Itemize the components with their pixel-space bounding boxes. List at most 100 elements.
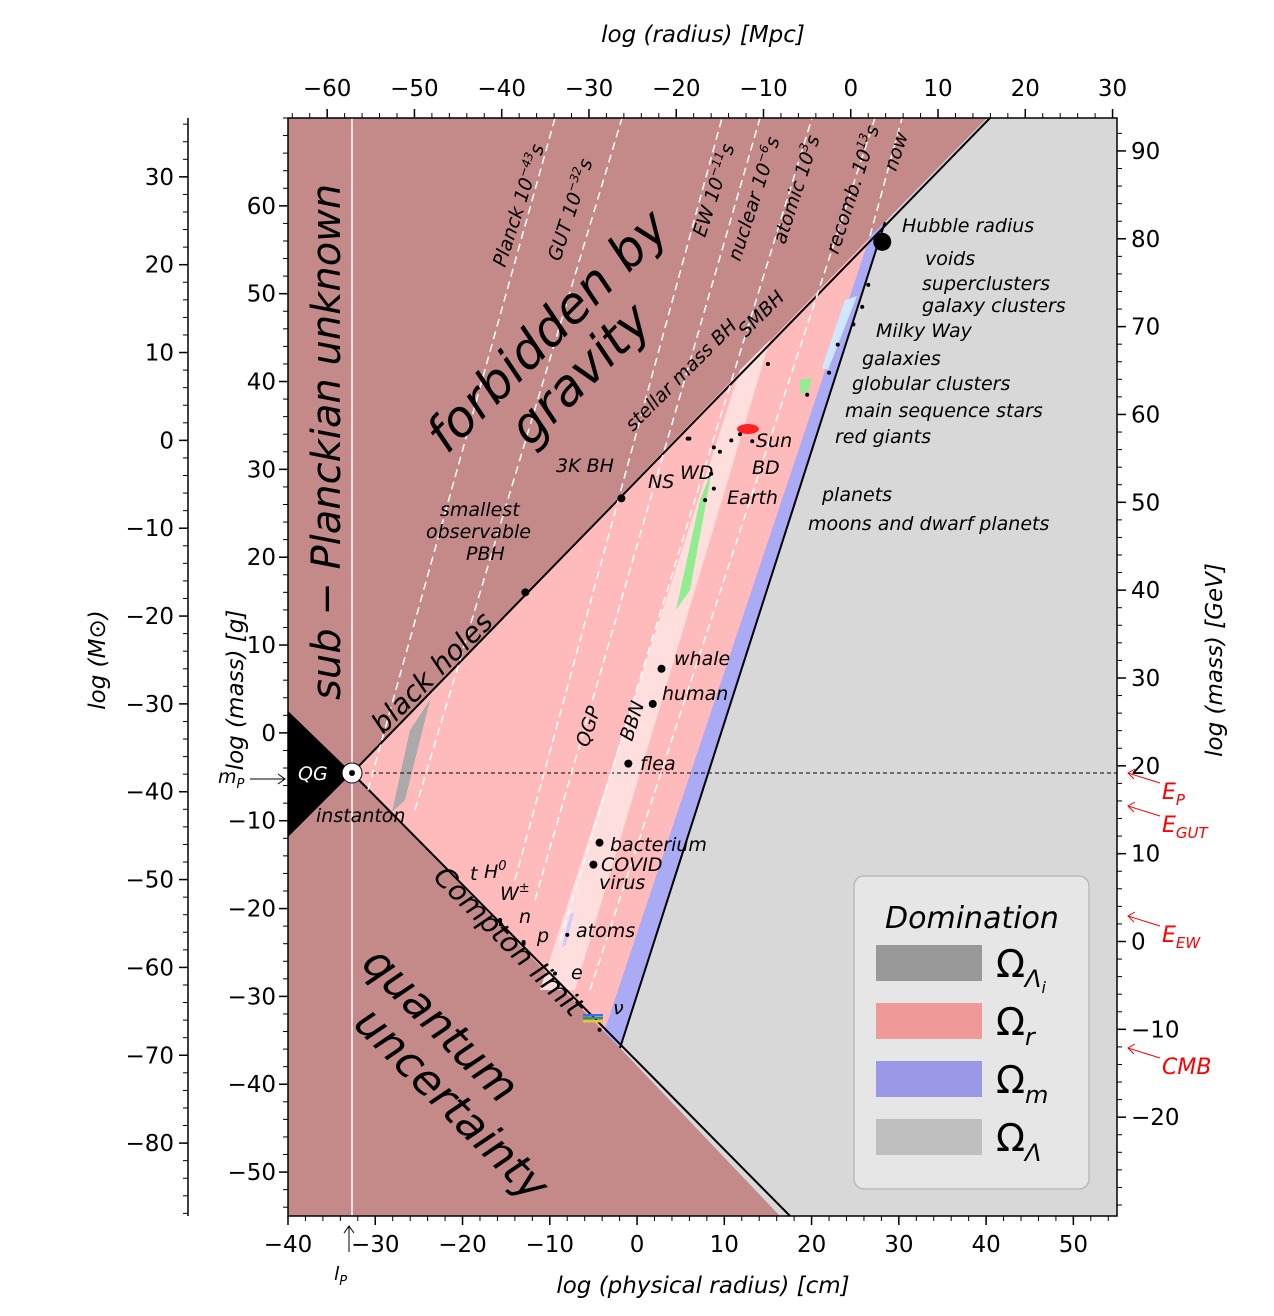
right-tick-label: −20: [1131, 1105, 1180, 1131]
object-label: WD: [680, 462, 713, 484]
object-marker: [805, 392, 810, 397]
object-label: observable: [426, 521, 531, 543]
left-inner-axis: −50 −40 −30 −20 −10 0 10 20 30 40 50 60: [227, 117, 288, 1208]
left-inner-tick-label: −40: [227, 1072, 276, 1098]
legend-swatch: [876, 1061, 982, 1097]
energy-label: EGUT: [1162, 813, 1210, 842]
object-marker: [597, 1027, 602, 1032]
object-marker: [565, 932, 570, 937]
legend-swatch: [876, 1119, 982, 1155]
legend-swatch: [876, 945, 982, 981]
object-label: PBH: [466, 543, 505, 565]
bottom-tick-label: −10: [526, 1232, 575, 1258]
object-label: whale: [674, 648, 730, 670]
left-outer-tick-label: −80: [125, 1131, 174, 1157]
inflation-region: [392, 700, 430, 812]
right-tick-label: 60: [1131, 402, 1160, 428]
epoch-line: [414, 118, 623, 811]
top-tick-label: 20: [1011, 76, 1040, 102]
object-label: W±: [500, 881, 530, 905]
bottom-tick-label: 20: [797, 1232, 826, 1258]
object-label: main sequence stars: [845, 400, 1043, 422]
top-tick-label: −40: [477, 76, 526, 102]
object-marker: [703, 498, 708, 503]
right-tick-label: 20: [1131, 754, 1160, 780]
object-label: planets: [821, 484, 892, 506]
bottom-tick-label: 40: [971, 1232, 1000, 1258]
left-inner-tick-label: −30: [227, 984, 276, 1010]
top-tick-label: −60: [303, 76, 352, 102]
object-marker: [866, 282, 871, 287]
right-tick-label: 90: [1131, 139, 1160, 165]
object-marker: [835, 342, 840, 347]
left-outer-tick-label: 10: [145, 341, 174, 367]
object-label: ν: [613, 997, 624, 1019]
right-tick-label: 10: [1131, 842, 1160, 868]
right-tick-label: 0: [1131, 930, 1146, 956]
object-marker: [765, 361, 770, 366]
object-marker: [717, 449, 722, 454]
left-outer-tick-label: 0: [159, 428, 174, 454]
object-marker: [827, 370, 832, 375]
atoms-band: [562, 912, 574, 947]
right-axis-label: log (mass) [GeV]: [1202, 563, 1228, 757]
object-label: globular clusters: [852, 373, 1010, 395]
bottom-tick-label: 0: [630, 1232, 645, 1258]
right-tick-label: 50: [1131, 490, 1160, 516]
top-tick-label: 30: [1098, 76, 1127, 102]
energy-label: EEW: [1162, 923, 1201, 952]
object-marker: [589, 860, 598, 869]
object-label: Earth: [727, 487, 778, 509]
right-tick-label: 80: [1131, 227, 1160, 253]
object-label: galaxies: [862, 348, 941, 370]
object-marker: [624, 759, 633, 768]
bottom-tick-label: 50: [1059, 1232, 1088, 1258]
bottom-tick-label: −20: [438, 1232, 487, 1258]
object-marker: [521, 941, 526, 946]
epoch-line: [589, 118, 876, 991]
object-label: Sun: [756, 430, 792, 452]
object-marker: [657, 664, 666, 673]
object-label: bacterium: [610, 834, 707, 856]
legend-title: Domination: [885, 901, 1059, 936]
object-label: e: [571, 962, 583, 984]
instanton-label: instanton: [316, 805, 405, 827]
left-inner-tick-label: 50: [247, 282, 276, 308]
top-tick-label: 10: [923, 76, 952, 102]
left-outer-tick-label: −10: [125, 516, 174, 542]
object-marker: [617, 494, 626, 503]
object-label: red giants: [835, 426, 931, 448]
energy-arrow: [1127, 915, 1161, 927]
planck-length-marker: lP: [334, 1225, 355, 1289]
left-outer-tick-label: −70: [125, 1043, 174, 1069]
energy-arrow: [1127, 805, 1161, 817]
object-label: moons and dwarf planets: [808, 513, 1049, 535]
object-label: COVID: [601, 854, 662, 876]
object-label: n: [519, 906, 531, 928]
left-outer-tick-label: −50: [125, 868, 174, 894]
energy-label: CMB: [1162, 1055, 1211, 1080]
object-label: Milky Way: [876, 320, 973, 342]
left-outer-tick-label: −20: [125, 604, 174, 630]
object-marker: [521, 588, 530, 597]
object-label: galaxy clusters: [922, 295, 1066, 317]
left-outer-axis-label: log (M⊙): [85, 610, 111, 709]
top-tick-label: −30: [565, 76, 614, 102]
left-inner-tick-label: 30: [247, 457, 276, 483]
object-marker: [729, 438, 734, 443]
object-label: 3K BH: [556, 455, 614, 477]
top-axis: −60 −50 −40 −30 −20 −10 0 10 20 30: [291, 76, 1127, 118]
red-giants-blob: [737, 424, 759, 434]
bottom-axis-label: log (physical radius) [cm]: [556, 1273, 849, 1299]
right-tick-label: 30: [1131, 666, 1160, 692]
legend-label: Ωr: [996, 1000, 1037, 1051]
object-marker: [711, 445, 716, 450]
top-tick-label: −50: [390, 76, 439, 102]
object-marker: [873, 232, 892, 251]
object-marker: [750, 439, 755, 444]
top-axis-label: log (radius) [Mpc]: [601, 22, 805, 48]
left-inner-tick-label: 20: [247, 545, 276, 571]
energy-arrow: [1127, 1047, 1161, 1059]
right-tick-label: −10: [1131, 1017, 1180, 1043]
